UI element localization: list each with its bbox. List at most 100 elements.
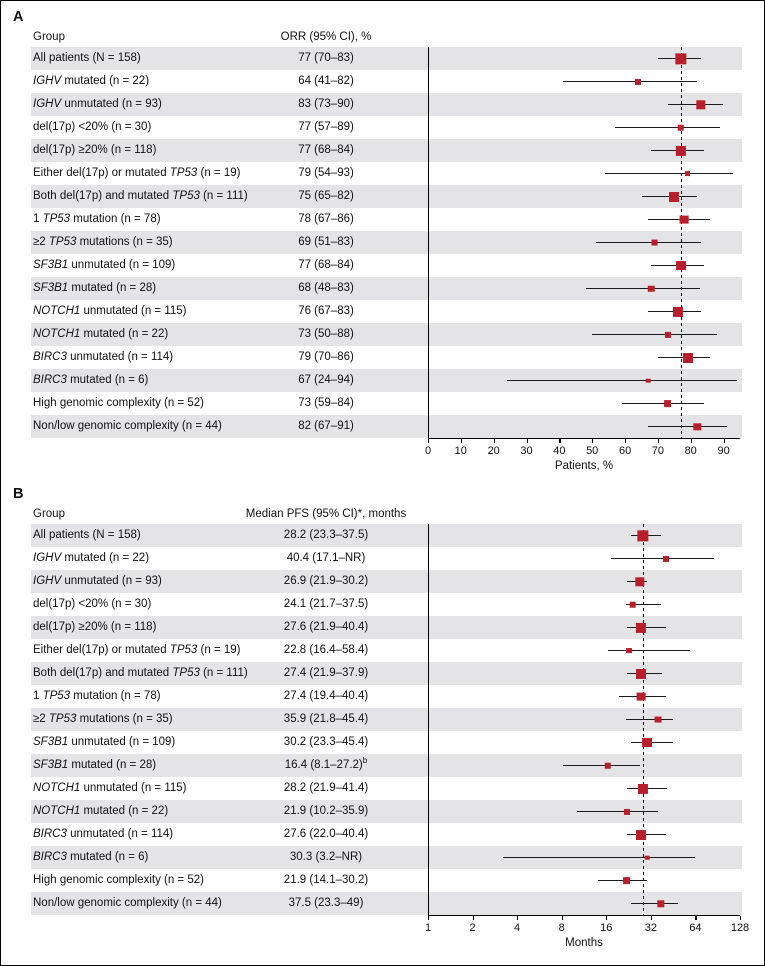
gene-name: SF3B1 [33,736,69,748]
point-estimate-marker [626,647,633,654]
confidence-interval-line [667,103,724,106]
header-spacer [409,27,428,47]
estimate-value: 77 (68–84) [298,259,354,271]
gene-name: NOTCH1 [33,328,81,340]
gene-name: SF3B1 [33,259,69,271]
panel-b-x-axis: Months 1 2 4 8 16 32 64 128 [31,915,749,955]
forest-row: SF3B1 unmutated (n = 109) 77 (68–84) [31,254,742,277]
forest-plot-cell [428,70,740,93]
confidence-interval-line [610,557,714,560]
x-axis-line [428,438,740,440]
forest-plot-cell [428,616,740,639]
forest-plot-cell [428,392,740,415]
row-spacer [409,323,428,346]
estimate-value: 28.2 (23.3–37.5) [283,529,369,541]
point-estimate-marker [637,783,648,794]
confidence-interval-line [577,810,659,813]
panel-a-rows: All patients (N = 158) 77 (70–83) IGHV mut… [31,47,742,438]
label-text: mutated (n = 22) [61,75,150,87]
group-label: Both del(17p) and mutated TP53 (n = 111) [31,662,248,685]
gene-name: TP53 [48,713,77,725]
label-text: (n = 111) [199,190,248,202]
label-text: del(17p) ≥20% (n = 118) [33,144,157,156]
label-text: unmutated (n = 114) [66,828,174,840]
forest-row: Both del(17p) and mutated TP53 (n = 111)… [31,185,742,208]
point-estimate-marker [684,170,691,177]
label-text: Non/low genomic complexity (n = 44) [33,897,222,909]
x-axis-tick [472,916,474,920]
x-axis-tick [428,439,430,443]
forest-row: ≥2 TP53 mutations (n = 35) 69 (51–83) [31,231,742,254]
point-estimate-marker [663,399,672,408]
gene-name: BIRC3 [33,828,67,840]
label-text: del(17p) <20% (n = 30) [33,598,152,610]
confidence-interval-line [625,603,662,606]
row-spacer [409,823,428,846]
forest-row: All patients (N = 158) 28.2 (23.3–37.5) [31,524,742,547]
panel-a-x-axis: Patients, % 0 10 20 30 40 50 60 70 80 90 [31,438,742,478]
group-label: BIRC3 mutated (n = 6) [31,846,243,869]
group-label: BIRC3 unmutated (n = 114) [31,346,243,369]
label-text: All patients (N = 158) [33,52,141,64]
x-axis-tick [650,916,653,920]
panel-b-rows: All patients (N = 158) 28.2 (23.3–37.5) IG… [31,524,742,915]
label-text: Both del(17p) and mutated [33,667,173,679]
label-text: unmutated (n = 115) [80,305,187,317]
header-spacer [409,504,428,524]
forest-row: High genomic complexity (n = 52) 21.9 (14… [31,869,742,892]
estimate-value: 30.3 (3.2–NR) [289,851,363,863]
estimate-value: 79 (54–93) [298,167,354,179]
x-axis-tick-label: 10 [454,445,467,457]
group-label: Both del(17p) and mutated TP53 (n = 111) [31,185,248,208]
forest-row: BIRC3 unmutated (n = 114) 27.6 (22.0–40.4… [31,823,742,846]
estimate-column-header: ORR (95% CI), % [280,31,372,43]
point-estimate-marker [636,692,646,701]
forest-plot-cell [428,823,740,846]
x-axis-tick [690,439,692,443]
confidence-interval-line [506,379,737,382]
label-text: Non/low genomic complexity (n = 44) [33,420,222,432]
row-spacer [409,254,428,277]
forest-plot-cell [428,139,740,162]
x-axis-line [428,915,740,917]
estimate-value: 67 (24–94) [298,374,354,386]
panel-a-axis-title: Patients, % [554,460,614,472]
row-spacer [409,800,428,823]
group-label: IGHV mutated (n = 22) [31,547,243,570]
x-axis-tick-label: 30 [520,445,533,457]
x-axis-tick [493,439,495,443]
group-label: Non/low genomic complexity (n = 44) [31,415,243,438]
label-text: 1 [33,213,43,225]
label-text: Either del(17p) or mutated [33,167,170,179]
point-estimate-marker [679,215,689,224]
group-label: 1 TP53 mutation (n = 78) [31,208,243,231]
row-spacer [409,139,428,162]
group-label: ≥2 TP53 mutations (n = 35) [31,708,243,731]
x-axis-tick-label: 60 [618,445,632,457]
label-text: ≥2 [33,236,49,248]
group-label: BIRC3 mutated (n = 6) [31,369,243,392]
point-estimate-marker [645,378,651,383]
forest-row: BIRC3 unmutated (n = 114) 79 (70–86) [31,346,742,369]
point-estimate-marker [635,78,642,85]
estimate-value: 24.1 (21.7–37.5) [283,598,369,610]
group-label: NOTCH1 unmutated (n = 115) [31,777,243,800]
group-column-header: Group [33,508,65,520]
point-estimate-marker [672,306,683,317]
row-spacer [409,369,428,392]
forest-row: Either del(17p) or mutated TP53 (n = 19)… [31,639,742,662]
point-estimate-marker [654,716,662,723]
point-estimate-marker [642,737,653,748]
estimate-value: 77 (68–84) [298,144,354,156]
row-spacer [409,47,428,70]
forest-row: Non/low genomic complexity (n = 44) 37.5 … [31,892,742,915]
forest-plot-cell [428,800,740,823]
forest-plot-cell [428,593,740,616]
x-axis-tick-label: 32 [644,922,658,934]
label-text: Both del(17p) and mutated [33,190,173,202]
x-axis-tick-label: 40 [553,445,566,457]
forest-row: Non/low genomic complexity (n = 44) 82 (6… [31,415,742,438]
gene-name: BIRC3 [33,351,67,363]
forest-plot-cell [428,662,740,685]
